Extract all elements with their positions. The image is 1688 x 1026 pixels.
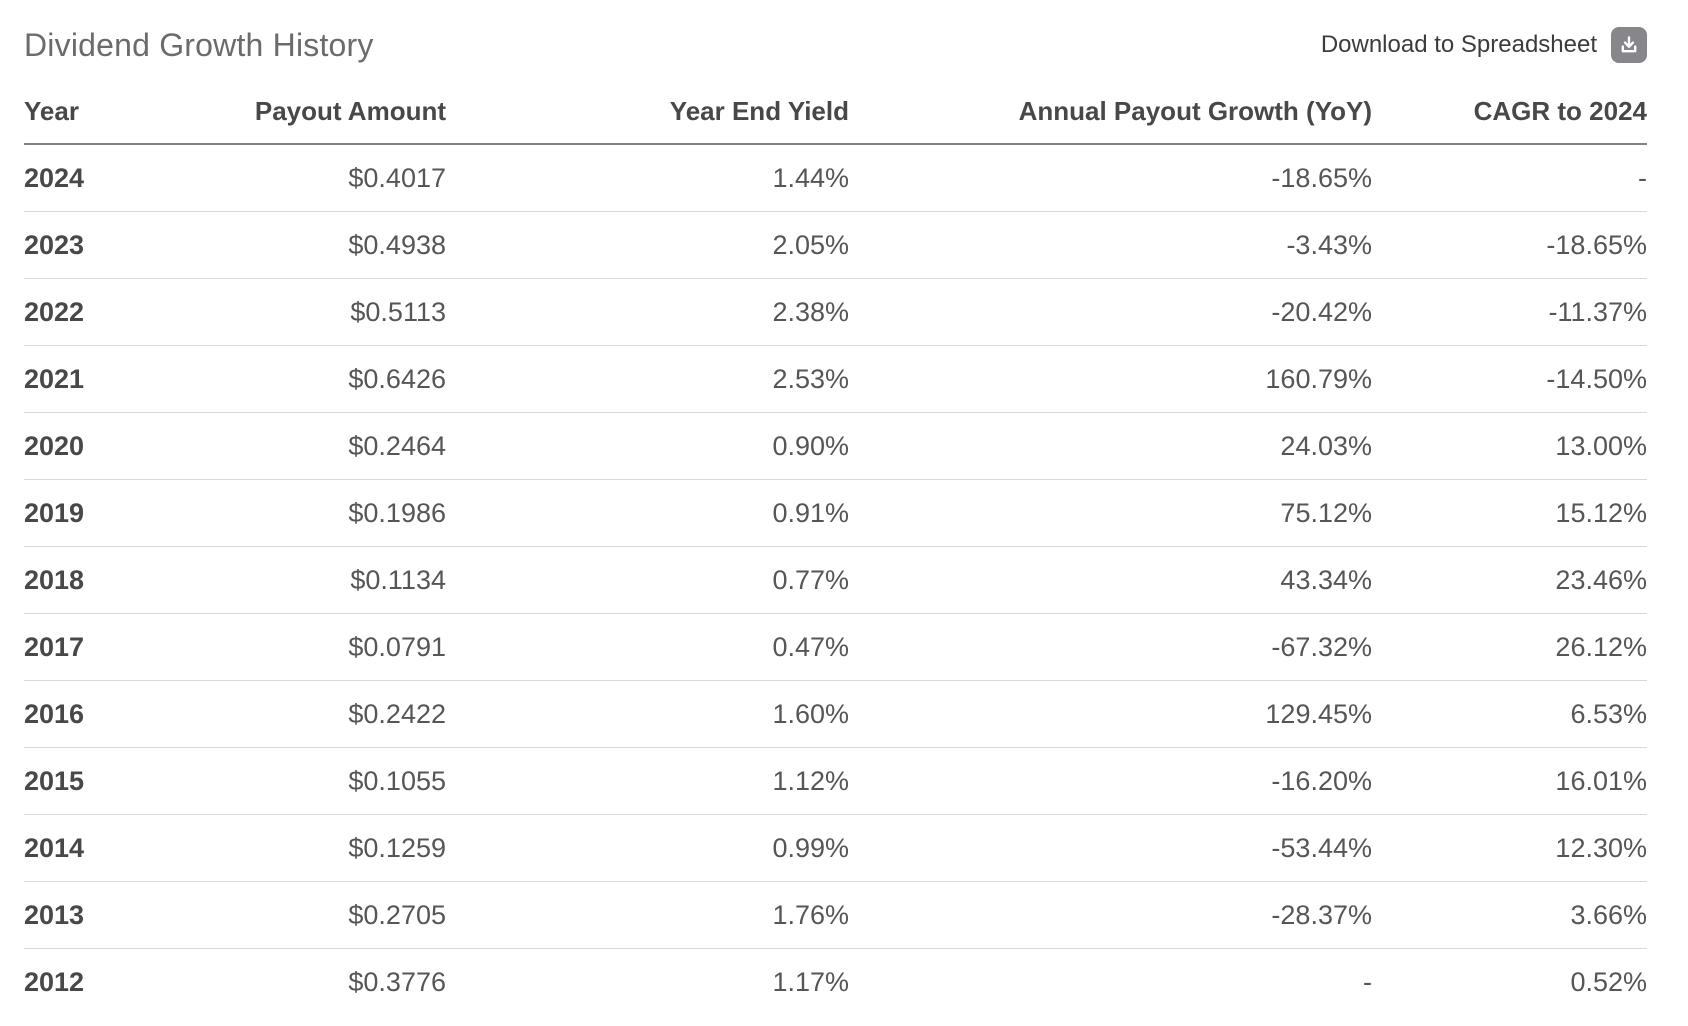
year-end-yield-cell: 0.91%	[772, 497, 849, 528]
table-row: 2012 $0.3776 1.17% - 0.52%	[24, 948, 1647, 1016]
column-header-payout-growth: Annual Payout Growth (YoY)	[1018, 96, 1372, 126]
payout-amount-cell: $0.2422	[348, 698, 446, 729]
payout-growth-cell: -	[1363, 966, 1372, 997]
cagr-cell: 13.00%	[1555, 430, 1647, 461]
cagr-cell: 12.30%	[1555, 832, 1647, 863]
column-header-cagr: CAGR to 2024	[1473, 96, 1647, 126]
cagr-cell: -11.37%	[1548, 296, 1647, 327]
table-row: 2016 $0.2422 1.60% 129.45% 6.53%	[24, 680, 1647, 748]
page-title: Dividend Growth History	[24, 26, 374, 63]
table-row: 2023 $0.4938 2.05% -3.43% -18.65%	[24, 211, 1647, 279]
year-end-yield-cell: 1.60%	[772, 698, 849, 729]
year-end-yield-cell: 2.53%	[772, 363, 849, 394]
cagr-cell: -18.65%	[1546, 229, 1647, 260]
table-header-row: Year Payout Amount Year End Yield Annual Pa…	[24, 96, 1647, 144]
year-cell: 2020	[24, 430, 85, 461]
year-cell: 2015	[24, 765, 85, 796]
payout-amount-cell: $0.1134	[350, 564, 446, 595]
payout-amount-cell: $0.1986	[348, 497, 446, 528]
column-header-year-end-yield: Year End Yield	[669, 96, 849, 126]
table-row: 2022 $0.5113 2.38% -20.42% -11.37%	[24, 278, 1647, 346]
payout-amount-cell: $0.2705	[348, 899, 446, 930]
year-cell: 2021	[24, 363, 85, 394]
table-row: 2014 $0.1259 0.99% -53.44% 12.30%	[24, 814, 1647, 882]
cagr-cell: 16.01%	[1555, 765, 1647, 796]
payout-growth-cell: -53.44%	[1271, 832, 1372, 863]
payout-amount-cell: $0.2464	[348, 430, 446, 461]
year-end-yield-cell: 0.99%	[772, 832, 849, 863]
dividend-history-table: Year Payout Amount Year End Yield Annual Pa…	[24, 96, 1647, 1015]
section-header: Dividend Growth History Download to Spre…	[24, 14, 1647, 76]
payout-amount-cell: $0.3776	[348, 966, 446, 997]
payout-growth-cell: -16.20%	[1271, 765, 1372, 796]
year-end-yield-cell: 0.90%	[772, 430, 849, 461]
table-row: 2018 $0.1134 0.77% 43.34% 23.46%	[24, 546, 1647, 614]
year-end-yield-cell: 2.05%	[772, 229, 849, 260]
payout-growth-cell: 160.79%	[1265, 363, 1372, 394]
year-end-yield-cell: 1.76%	[772, 899, 849, 930]
table-row: 2021 $0.6426 2.53% 160.79% -14.50%	[24, 345, 1647, 413]
year-cell: 2018	[24, 564, 85, 595]
payout-growth-cell: -28.37%	[1271, 899, 1372, 930]
payout-growth-cell: -18.65%	[1271, 162, 1372, 193]
year-end-yield-cell: 2.38%	[772, 296, 849, 327]
year-end-yield-cell: 1.17%	[772, 966, 849, 997]
payout-amount-cell: $0.4017	[348, 162, 446, 193]
year-cell: 2016	[24, 698, 85, 729]
year-end-yield-cell: 0.47%	[772, 631, 849, 662]
payout-amount-cell: $0.4938	[348, 229, 446, 260]
year-end-yield-cell: 1.44%	[772, 162, 849, 193]
download-label: Download to Spreadsheet	[1320, 31, 1597, 58]
download-to-spreadsheet-button[interactable]: Download to Spreadsheet	[1321, 27, 1647, 63]
column-header-payout-amount: Payout Amount	[254, 96, 446, 126]
payout-growth-cell: 129.45%	[1265, 698, 1372, 729]
cagr-cell: 3.66%	[1570, 899, 1647, 930]
cagr-cell: -14.50%	[1546, 363, 1647, 394]
cagr-cell: 23.46%	[1555, 564, 1647, 595]
year-end-yield-cell: 0.77%	[772, 564, 849, 595]
payout-amount-cell: $0.0791	[348, 631, 446, 662]
payout-growth-cell: 43.34%	[1280, 564, 1372, 595]
payout-amount-cell: $0.1055	[348, 765, 446, 796]
table-body: 2024 $0.4017 1.44% -18.65% - 2023 $0.4938 2.05%…	[24, 144, 1647, 1015]
payout-growth-cell: 75.12%	[1280, 497, 1372, 528]
year-cell: 2023	[24, 229, 85, 260]
year-cell: 2017	[24, 631, 85, 662]
year-cell: 2012	[24, 966, 85, 997]
year-cell: 2022	[24, 296, 85, 327]
payout-amount-cell: $0.5113	[350, 296, 446, 327]
year-end-yield-cell: 1.12%	[772, 765, 849, 796]
year-cell: 2024	[24, 162, 85, 193]
cagr-cell: 0.52%	[1570, 966, 1647, 997]
cagr-cell: 15.12%	[1555, 497, 1647, 528]
table-row: 2017 $0.0791 0.47% -67.32% 26.12%	[24, 613, 1647, 681]
column-header-year: Year	[24, 96, 79, 126]
payout-growth-cell: 24.03%	[1280, 430, 1372, 461]
table-row: 2024 $0.4017 1.44% -18.65% -	[24, 144, 1647, 212]
payout-growth-cell: -20.42%	[1271, 296, 1372, 327]
cagr-cell: 26.12%	[1555, 631, 1647, 662]
table-row: 2020 $0.2464 0.90% 24.03% 13.00%	[24, 412, 1647, 480]
payout-amount-cell: $0.6426	[348, 363, 446, 394]
cagr-cell: -	[1638, 162, 1647, 193]
year-cell: 2013	[24, 899, 85, 930]
table-row: 2015 $0.1055 1.12% -16.20% 16.01%	[24, 747, 1647, 815]
payout-growth-cell: -3.43%	[1286, 229, 1372, 260]
table-row: 2019 $0.1986 0.91% 75.12% 15.12%	[24, 479, 1647, 547]
year-cell: 2019	[24, 497, 85, 528]
payout-growth-cell: -67.32%	[1271, 631, 1372, 662]
table-row: 2013 $0.2705 1.76% -28.37% 3.66%	[24, 881, 1647, 949]
cagr-cell: 6.53%	[1570, 698, 1647, 729]
payout-amount-cell: $0.1259	[348, 832, 446, 863]
year-cell: 2014	[24, 832, 85, 863]
download-icon[interactable]	[1611, 27, 1647, 63]
